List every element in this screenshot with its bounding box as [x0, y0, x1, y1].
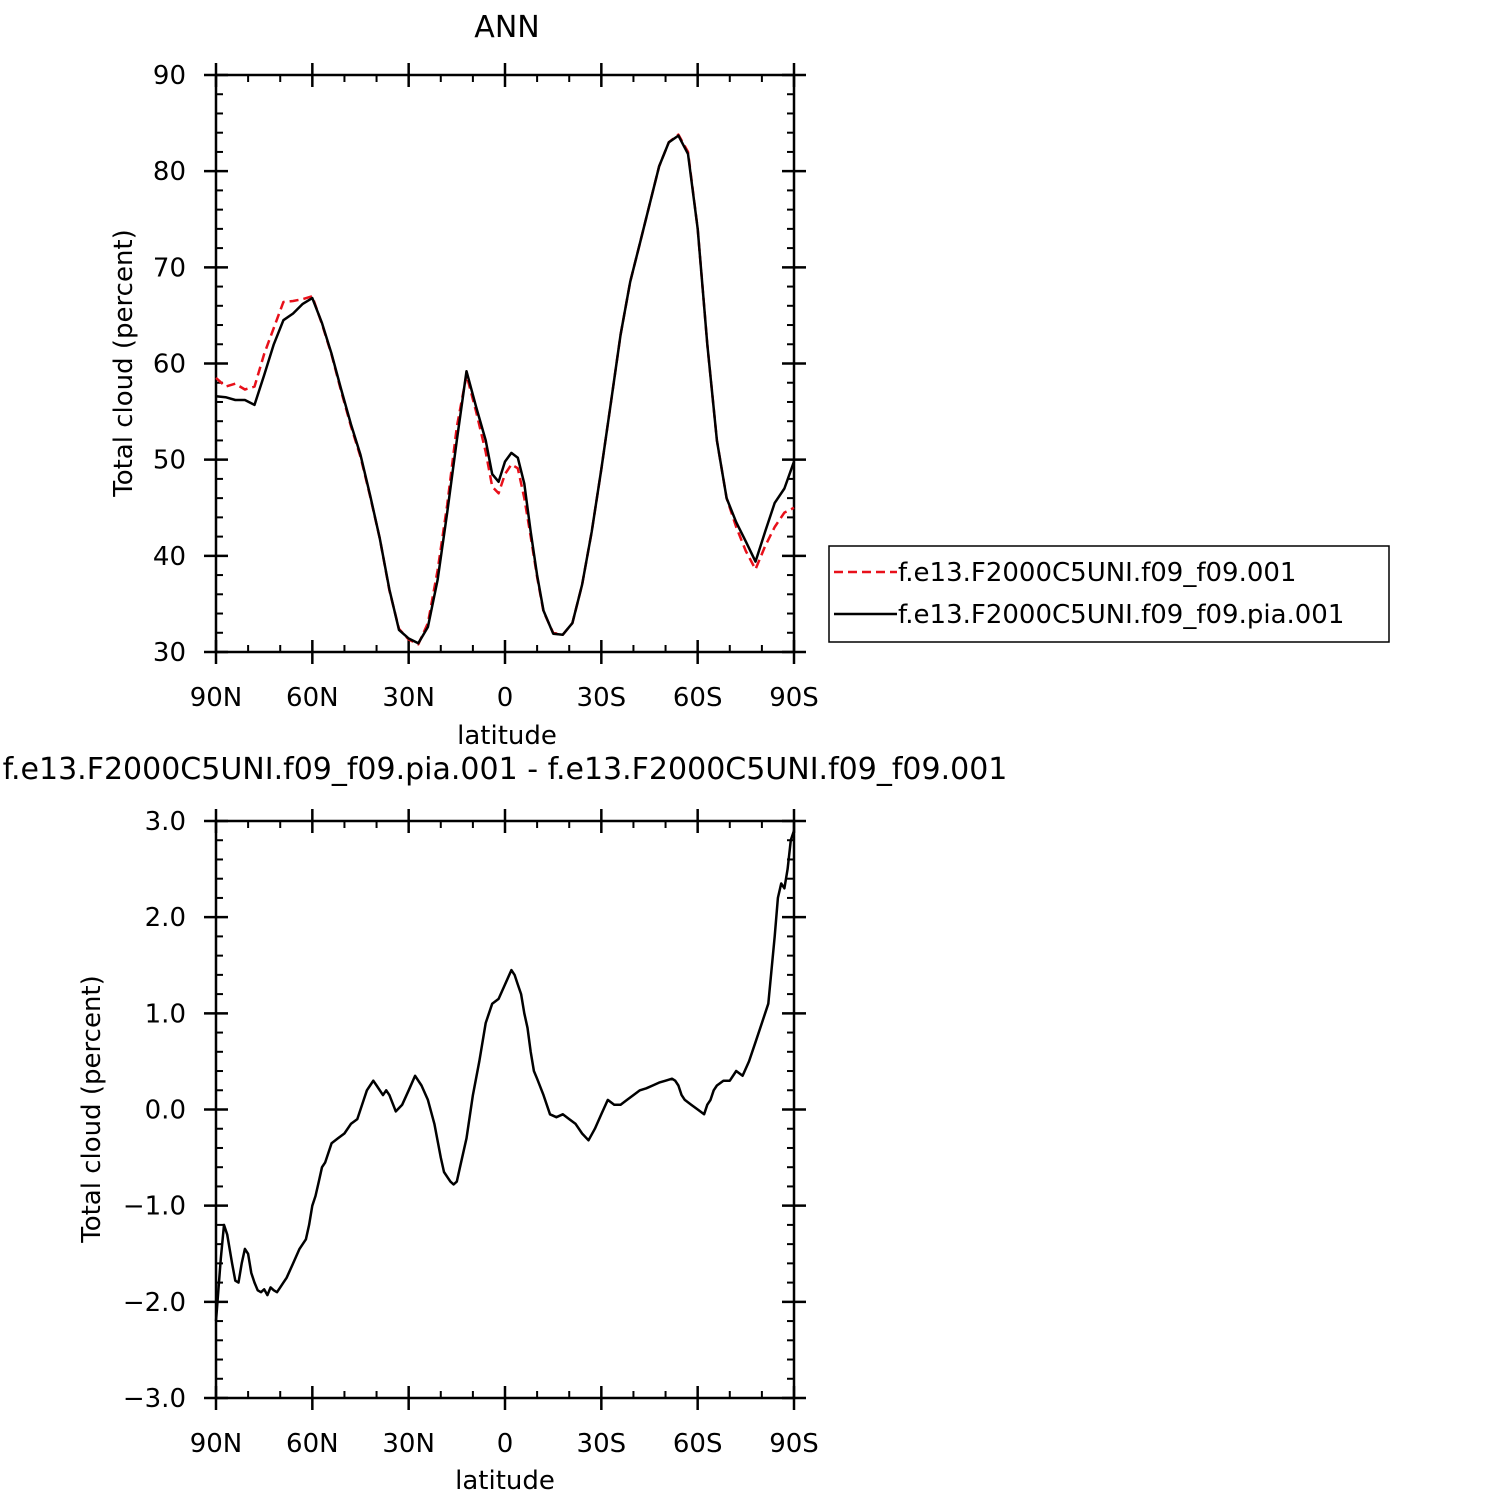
bottom-series — [214, 830, 796, 1322]
y-tick-label: −1.0 — [123, 1192, 186, 1222]
legend: f.e13.F2000C5UNI.f09_f09.001 f.e13.F2000… — [828, 545, 1390, 643]
bottom-x-axis-label: latitude — [455, 1466, 555, 1496]
x-tick-label: 60S — [673, 1429, 723, 1459]
x-tick-label: 60N — [286, 1429, 339, 1459]
top-ticks — [204, 63, 806, 664]
bottom-x-tick-labels: 90N 60N 30N 0 30S 60S 90S — [190, 1429, 819, 1459]
x-tick-label: 90S — [769, 683, 819, 713]
y-tick-label: 70 — [153, 253, 186, 283]
y-tick-label: 50 — [153, 446, 186, 476]
y-tick-label: 1.0 — [145, 999, 186, 1029]
y-tick-label: 0.0 — [145, 1096, 186, 1126]
y-tick-label: 40 — [153, 542, 186, 572]
y-tick-label: −2.0 — [123, 1288, 186, 1318]
x-tick-label: 60S — [673, 683, 723, 713]
y-tick-label: 2.0 — [145, 903, 186, 933]
x-tick-label: 30N — [382, 1429, 435, 1459]
y-tick-label: 30 — [153, 638, 186, 668]
legend-entry-test: f.e13.F2000C5UNI.f09_f09.pia.001 — [898, 600, 1344, 630]
bottom-y-tick-labels: −3.0 −2.0 −1.0 0.0 1.0 2.0 3.0 — [123, 807, 186, 1414]
series-line-control — [215, 133, 795, 646]
top-chart-title: ANN — [474, 10, 539, 45]
bottom-chart-title: f.e13.F2000C5UNI.f09_f09.pia.001 - f.e13… — [3, 752, 1008, 787]
x-tick-label: 0 — [497, 683, 514, 713]
x-tick-label: 30S — [577, 683, 627, 713]
y-tick-label: 80 — [153, 157, 186, 187]
y-tick-label: −3.0 — [123, 1384, 186, 1414]
top-panel: ANN 90N 60N 30N 0 30S 60S 90S 30 40 50 60 70 80 90 l… — [109, 10, 819, 751]
legend-entry-control: f.e13.F2000C5UNI.f09_f09.001 — [898, 558, 1296, 588]
series-line-test — [215, 134, 796, 645]
y-tick-label: 90 — [153, 61, 186, 91]
y-tick-label: 3.0 — [145, 807, 186, 837]
bottom-panel: f.e13.F2000C5UNI.f09_f09.pia.001 - f.e13… — [3, 752, 1008, 1496]
y-tick-label: 60 — [153, 350, 186, 380]
x-tick-label: 90S — [769, 1429, 819, 1459]
top-series — [215, 133, 796, 646]
series-line-test — [214, 830, 796, 1322]
legend-box — [828, 545, 1390, 643]
x-tick-label: 0 — [497, 1429, 514, 1459]
top-plot-frame — [214, 73, 796, 654]
x-tick-label: 90N — [190, 683, 243, 713]
x-tick-label: 60N — [286, 683, 339, 713]
top-x-axis-label: latitude — [457, 721, 557, 751]
x-tick-label: 30N — [382, 683, 435, 713]
top-x-tick-labels: 90N 60N 30N 0 30S 60S 90S — [190, 683, 819, 713]
bottom-ticks — [204, 809, 806, 1410]
x-tick-label: 90N — [190, 1429, 243, 1459]
bottom-plot-frame — [214, 819, 796, 1400]
top-y-axis-label: Total cloud (percent) — [109, 229, 139, 498]
x-tick-label: 30S — [577, 1429, 627, 1459]
bottom-y-axis-label: Total cloud (percent) — [77, 975, 107, 1244]
top-y-tick-labels: 30 40 50 60 70 80 90 — [153, 61, 186, 668]
